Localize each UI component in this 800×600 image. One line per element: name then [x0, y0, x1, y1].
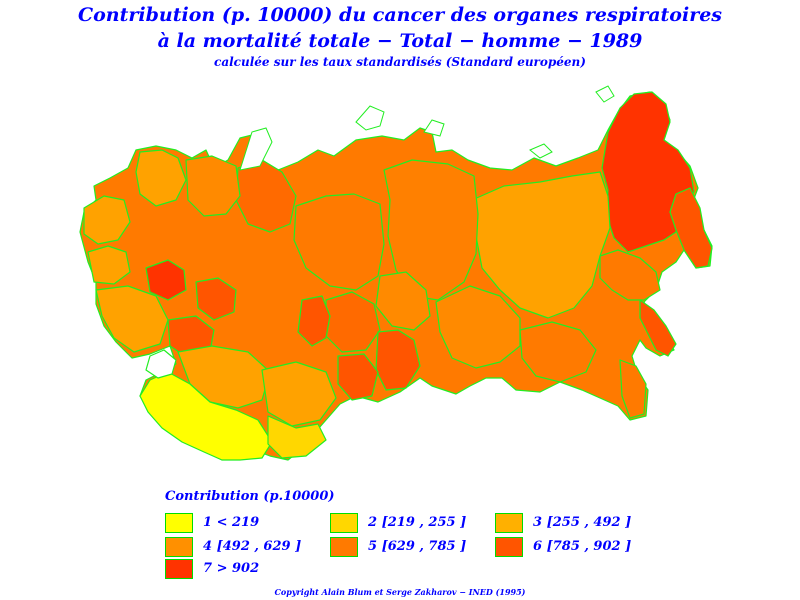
map-island-3: [595, 85, 615, 103]
map-region-ukraine: [95, 285, 169, 353]
legend-label: 1 < 219: [203, 515, 260, 530]
map-region-altai: [337, 353, 379, 401]
map-island-1: [423, 119, 445, 137]
legend-swatch: [495, 537, 523, 557]
map-region-volga: [195, 277, 237, 321]
map-region-arkhangelsk: [185, 155, 241, 217]
legend-label: 3 [255 , 492 ]: [533, 515, 632, 530]
map-region-irkutsk: [435, 285, 521, 369]
map-region-tomsk: [375, 271, 431, 331]
map-region-tyumen: [293, 193, 385, 291]
map-region-baltic: [83, 195, 131, 245]
map-island-severnaya-zemlya: [355, 105, 385, 131]
map-title-line1: Contribution (p. 10000) du cancer des or…: [78, 4, 722, 26]
map-region-belarus: [87, 245, 131, 285]
map-region-central-asia: [139, 371, 273, 461]
map-caspian-sea: [145, 349, 177, 379]
legend-swatch: [165, 513, 193, 533]
legend-swatch: [495, 513, 523, 533]
map-region-urals: [297, 295, 331, 347]
map-region-kyrgyzstan: [267, 415, 327, 459]
legend-title: Contribution (p.10000): [165, 489, 335, 504]
map-region-kazakhstan-east: [261, 361, 337, 427]
map-region-komi: [235, 159, 297, 233]
map-region-central-russia: [145, 259, 187, 301]
copyright-notice: Copyright Alain Blum et Serge Zakharov −…: [274, 587, 526, 597]
arctic-islands: [239, 85, 615, 171]
legend-swatch: [330, 513, 358, 533]
legend-swatch: [330, 537, 358, 557]
legend-label: 2 [219 , 255 ]: [368, 515, 467, 530]
map-region-kamchatka: [669, 187, 713, 269]
map-region-sakhalin: [639, 299, 677, 357]
map-title-line2: à la mortalité totale − Total − homme − …: [157, 30, 643, 52]
legend-label: 6 [785 , 902 ]: [533, 539, 632, 554]
legend-label: 4 [492 , 629 ]: [203, 539, 302, 554]
map-region-krasnoyarsk: [383, 159, 479, 301]
map-subtitle: calculée sur les taux standardisés (Stan…: [214, 55, 586, 69]
legend-label: 5 [629 , 785 ]: [368, 539, 467, 554]
map-region-chita: [519, 321, 597, 383]
legend-swatch: [165, 537, 193, 557]
legend-label: 7 > 902: [203, 561, 260, 576]
map-region-yakutia: [471, 171, 611, 319]
legend-swatch: [165, 559, 193, 579]
map-island-novaya-zemlya: [239, 127, 273, 171]
map-island-2: [529, 143, 553, 159]
map-region-primorye: [619, 359, 647, 419]
map-region-karelia: [135, 149, 187, 207]
map-region-novosibirsk: [325, 291, 381, 353]
map-region-magadan: [599, 249, 661, 301]
